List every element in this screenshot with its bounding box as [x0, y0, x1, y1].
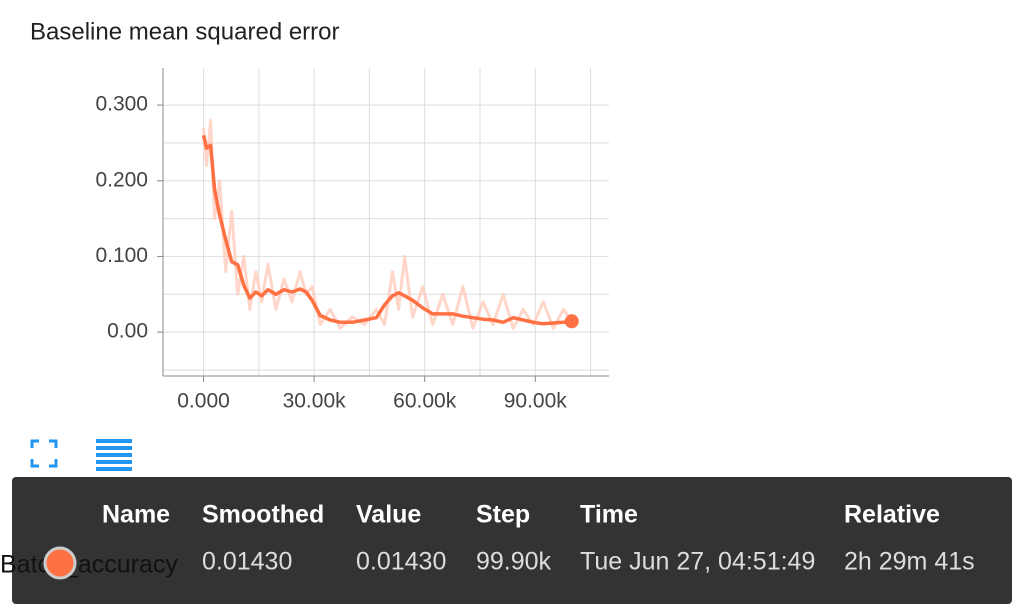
- tooltip-cell: Tue Jun 27, 04:51:49: [580, 548, 815, 576]
- x-tick-label: 90.00k: [504, 390, 568, 413]
- chart-title: Baseline mean squared error: [30, 18, 340, 45]
- list-icon[interactable]: [96, 439, 132, 471]
- tooltip-header: Relative: [844, 501, 940, 529]
- y-tick-label: 0.100: [95, 244, 148, 267]
- tooltip-header: Value: [356, 501, 421, 529]
- end-marker: [564, 314, 579, 329]
- tooltip-header: Smoothed: [202, 501, 324, 529]
- tooltip-header: Time: [580, 501, 638, 529]
- x-tick-label: 30.00k: [283, 390, 347, 413]
- list-bar: [96, 446, 132, 450]
- tooltip-cell: 0.01430: [202, 548, 292, 576]
- tooltip-run-name: Batch_accuracy: [0, 551, 178, 579]
- tooltip-cell: 0.01430: [356, 548, 446, 576]
- tooltip-cell: 2h 29m 41s: [844, 548, 975, 576]
- tooltip-header: Name: [102, 501, 170, 529]
- y-tick-label: 0.00: [107, 320, 148, 343]
- tooltip-header: Step: [476, 501, 530, 529]
- list-bar: [96, 439, 132, 443]
- tooltip-box: [12, 477, 1012, 604]
- list-bar: [96, 467, 132, 471]
- tooltip-cell: 99.90k: [476, 548, 552, 576]
- list-bar: [96, 460, 132, 464]
- x-tick-label: 60.00k: [393, 390, 457, 413]
- run-color-swatch: [43, 546, 77, 580]
- x-tick-label: 0.000: [177, 390, 230, 413]
- tooltip: Name Smoothed Value Step Time Relative Batch_a…: [0, 477, 1012, 604]
- y-tick-label: 0.200: [95, 168, 148, 191]
- y-tick-label: 0.300: [95, 93, 148, 116]
- fullscreen-icon[interactable]: [30, 439, 58, 468]
- list-bar: [96, 453, 132, 457]
- fullscreen-glyph: [30, 439, 58, 468]
- smoothed-line: [201, 134, 573, 326]
